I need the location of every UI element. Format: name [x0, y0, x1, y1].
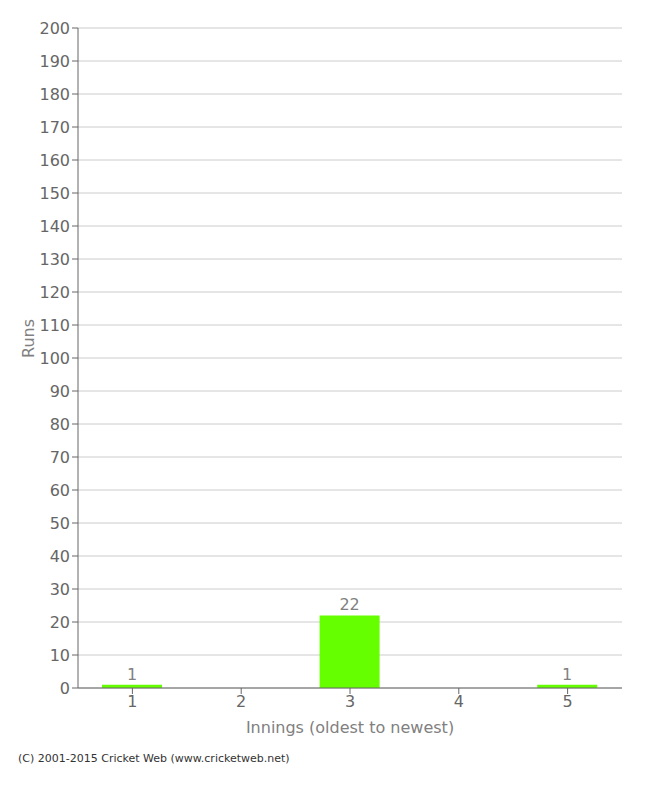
- svg-text:Innings (oldest to newest): Innings (oldest to newest): [246, 718, 454, 737]
- svg-text:200: 200: [39, 19, 70, 38]
- svg-text:130: 130: [39, 250, 70, 269]
- svg-text:20: 20: [50, 613, 70, 632]
- svg-text:40: 40: [50, 547, 70, 566]
- svg-text:110: 110: [39, 316, 70, 335]
- svg-text:22: 22: [339, 595, 359, 614]
- svg-text:80: 80: [50, 415, 70, 434]
- svg-text:10: 10: [50, 646, 70, 665]
- svg-text:170: 170: [39, 118, 70, 137]
- svg-text:180: 180: [39, 85, 70, 104]
- svg-text:5: 5: [563, 692, 573, 711]
- svg-text:120: 120: [39, 283, 70, 302]
- svg-text:140: 140: [39, 217, 70, 236]
- svg-text:50: 50: [50, 514, 70, 533]
- svg-text:90: 90: [50, 382, 70, 401]
- svg-text:Runs: Runs: [19, 319, 38, 358]
- svg-text:4: 4: [454, 692, 464, 711]
- html-text:(C) 2001-2015 Cricket Web (www: (C) 2001-2015 Cricket Web (www.cricketwe…: [18, 752, 290, 765]
- svg-text:190: 190: [39, 52, 70, 71]
- svg-text:3: 3: [345, 692, 355, 711]
- svg-text:150: 150: [39, 184, 70, 203]
- svg-text:60: 60: [50, 481, 70, 500]
- svg-text:160: 160: [39, 151, 70, 170]
- svg-text:1: 1: [127, 692, 137, 711]
- svg-text:70: 70: [50, 448, 70, 467]
- svg-text:1: 1: [562, 665, 572, 684]
- svg-text:0: 0: [60, 679, 70, 698]
- svg-text:100: 100: [39, 349, 70, 368]
- svg-text:1: 1: [127, 665, 137, 684]
- svg-text:30: 30: [50, 580, 70, 599]
- svg-text:2: 2: [236, 692, 246, 711]
